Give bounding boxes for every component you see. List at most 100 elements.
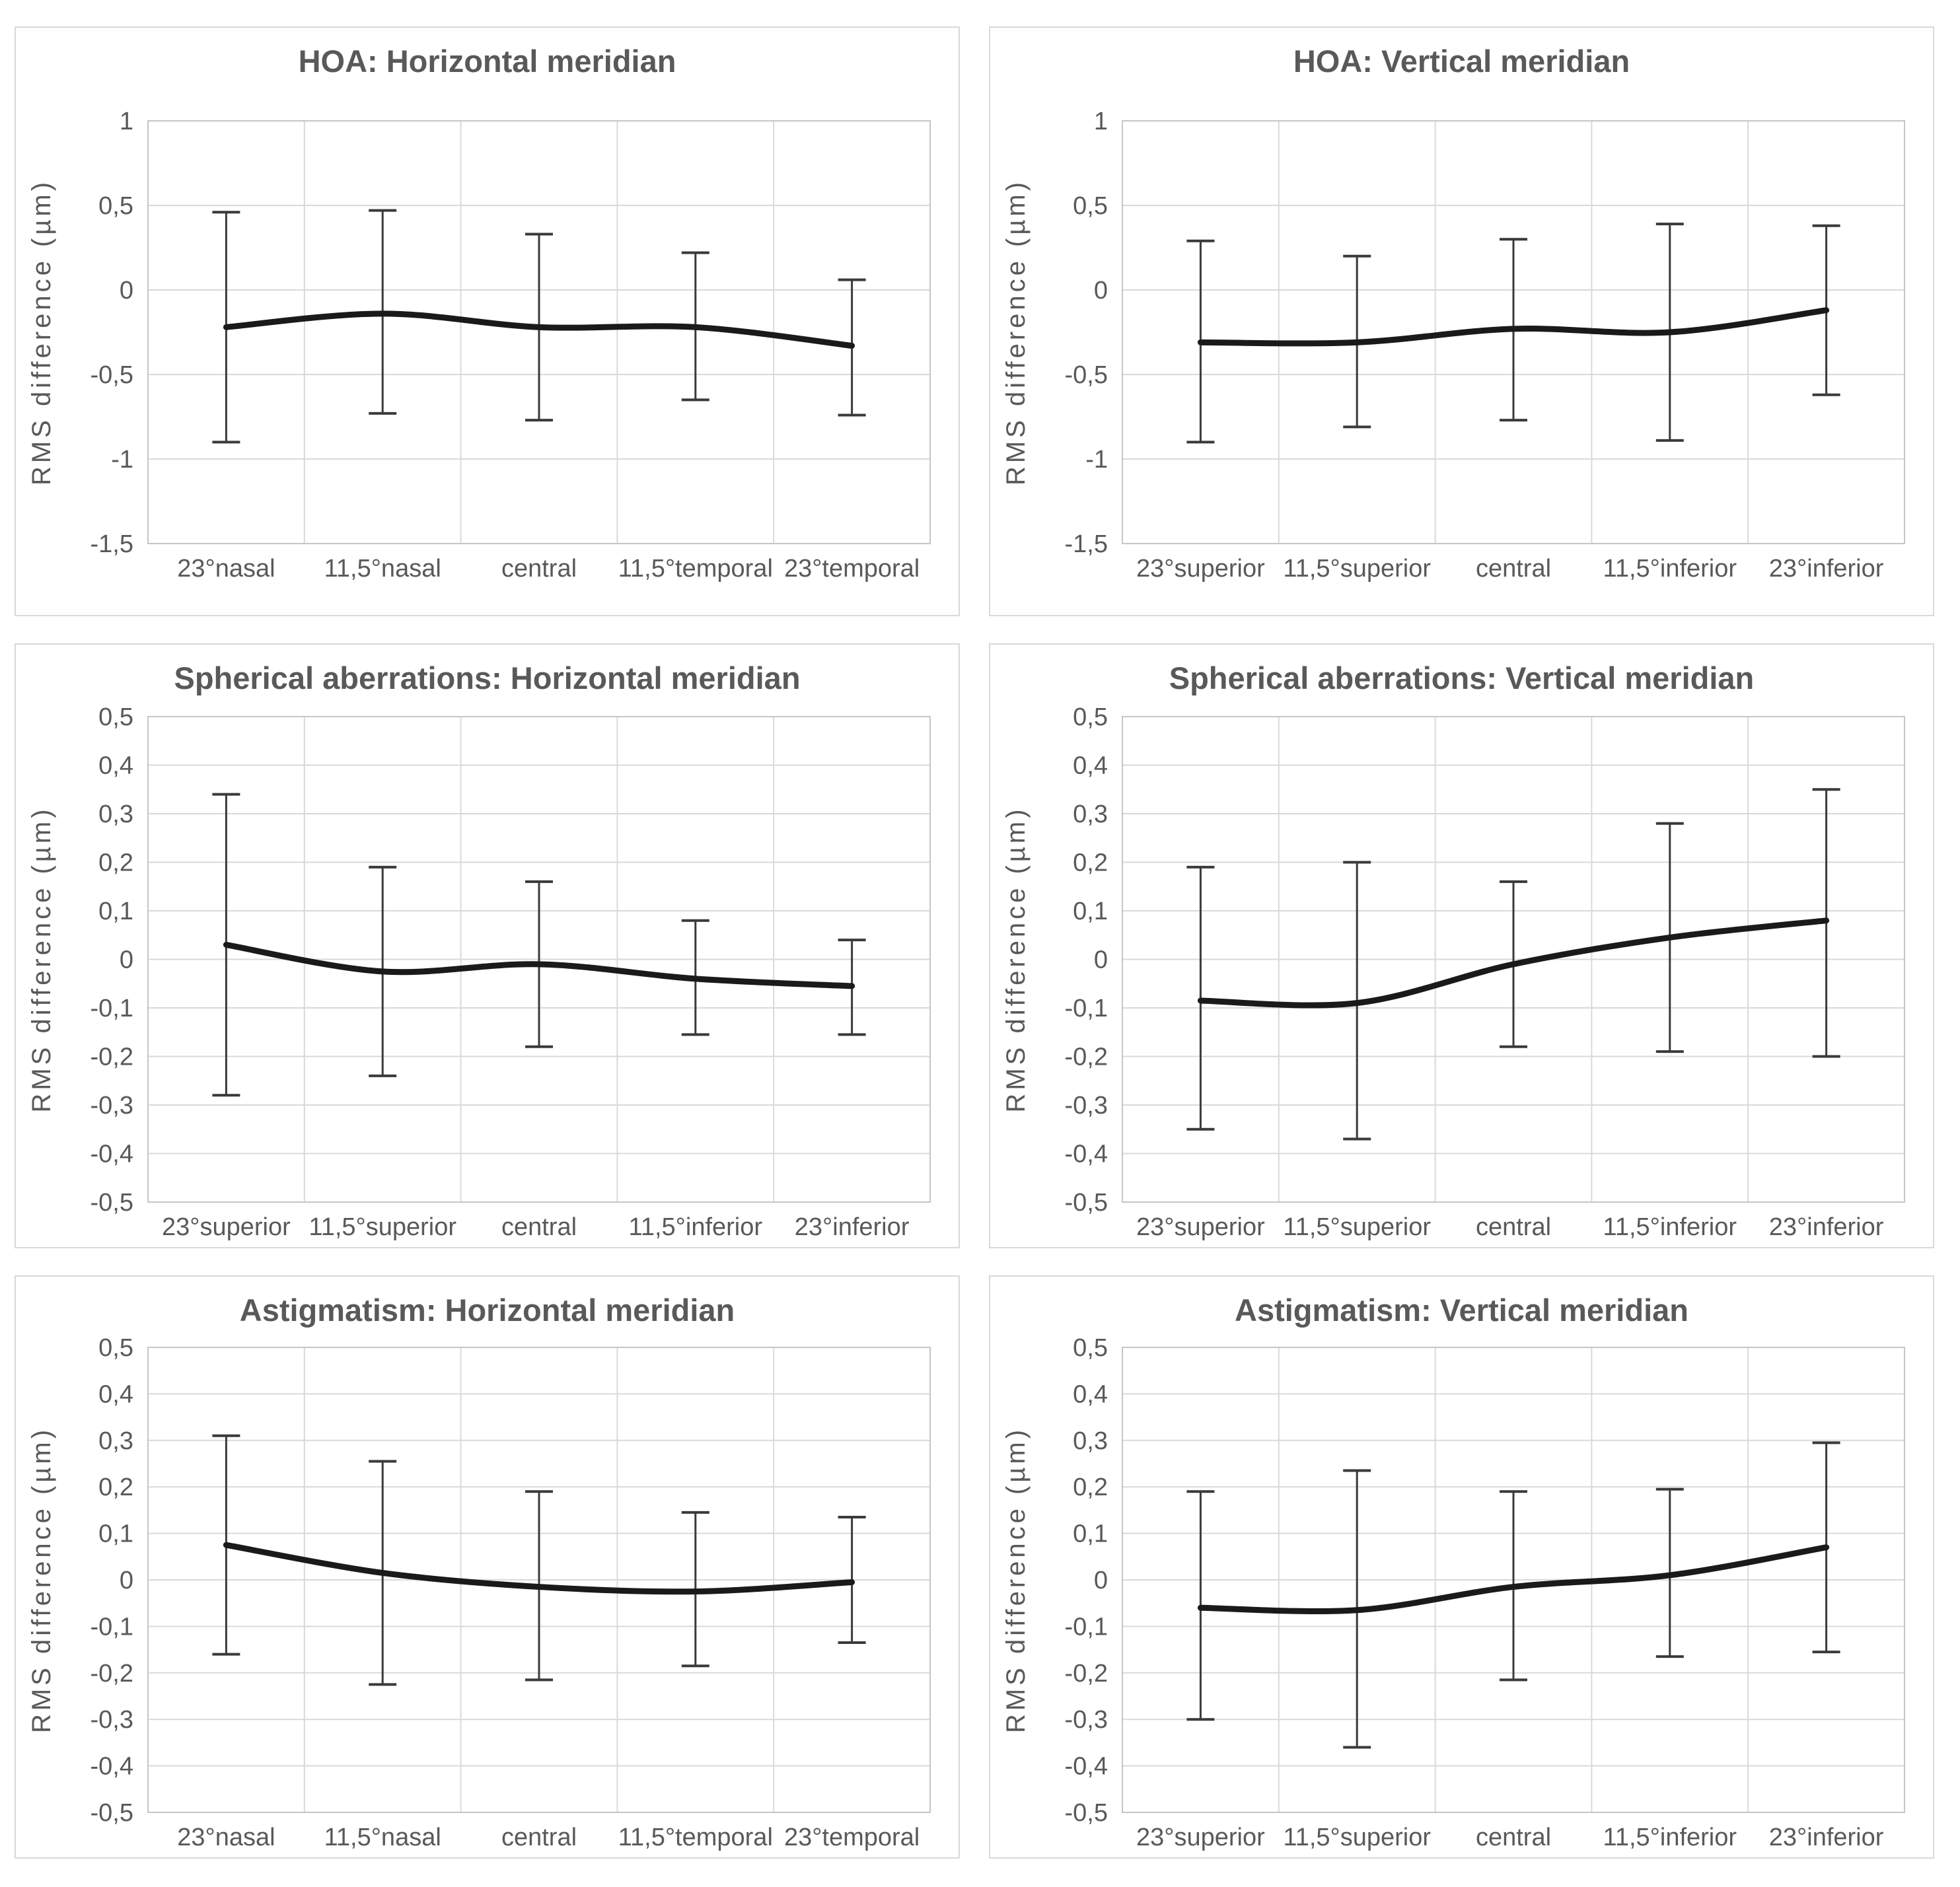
x-tick-label: 11,5°superior: [1283, 1824, 1431, 1851]
y-tick-label: -0,5: [1065, 1189, 1108, 1217]
x-tick-label: 11,5°temporal: [618, 555, 773, 583]
y-tick-label: 0,5: [98, 1334, 133, 1362]
x-tick-label: 23°inferior: [1769, 1213, 1884, 1241]
x-tick-label: 23°temporal: [784, 1824, 920, 1851]
y-tick-label: 0,4: [98, 752, 133, 780]
y-tick-label: 0: [120, 946, 133, 974]
y-tick-label: 0,1: [98, 898, 133, 925]
y-tick-label: -0,1: [1065, 995, 1108, 1022]
y-tick-label: -0,4: [1065, 1753, 1108, 1781]
plot-border: [1122, 120, 1905, 544]
y-tick-label: 0,5: [1073, 192, 1108, 220]
y-tick-label: -0,2: [1065, 1044, 1108, 1071]
chart-title: HOA: Vertical meridian: [1293, 44, 1630, 79]
y-axis-title: RMS difference (µm): [27, 806, 56, 1112]
y-tick-label: 0,2: [98, 849, 133, 877]
x-tick-label: 23°superior: [162, 1213, 291, 1241]
series-line-mean-rms-difference: [223, 941, 855, 989]
y-tick-label: 0,5: [98, 192, 133, 220]
series-line-mean-rms-difference: [1197, 307, 1830, 347]
y-tick-label: -0,3: [1065, 1706, 1108, 1734]
x-tick-label: 11,5°inferior: [629, 1213, 763, 1241]
y-tick-label: 0,3: [1073, 1427, 1108, 1455]
y-tick-label: 0,4: [1073, 752, 1108, 780]
x-tick-label: 23°inferior: [1769, 555, 1884, 583]
chart-panel-hoa-horizontal: HOA: Horizontal meridian 1 0,5 0 -0,5 -1 -1,5…: [15, 26, 960, 616]
y-tick-label: -0,5: [91, 1189, 133, 1217]
y-tick-label: -0,2: [91, 1044, 133, 1071]
y-tick-label: -0,5: [1065, 361, 1108, 389]
y-tick-label: -0,5: [91, 1799, 133, 1827]
chart-title: Astigmatism: Horizontal meridian: [239, 1293, 735, 1328]
plot-border: [147, 120, 931, 544]
y-axis-title: RMS difference (µm): [27, 179, 56, 485]
y-tick-label: 0: [120, 277, 133, 304]
x-tick-label: central: [1476, 555, 1551, 583]
y-tick-label: 0,5: [1073, 1334, 1108, 1362]
y-tick-label: -0,1: [91, 1613, 133, 1641]
x-tick-label: 23°inferior: [795, 1213, 910, 1241]
y-tick-label: -0,1: [1065, 1613, 1108, 1641]
plot-border: [1122, 716, 1905, 1203]
y-tick-label: 0,5: [1073, 703, 1108, 731]
chart-panel-hoa-vertical: HOA: Vertical meridian 1 0,5 0 -0,5 -1 -1,5 RM…: [989, 26, 1934, 616]
chart-canvas-spherical-horizontal: 0,5 0,4 0,3 0,2 0,1 0 -0,1 -0,2 -0,3 -0,4 -0,5 RMS …: [27, 703, 931, 1241]
y-tick-label: -0,4: [1065, 1141, 1108, 1168]
plot-border: [1122, 1347, 1905, 1813]
x-tick-label: 11,5°superior: [309, 1213, 456, 1241]
x-tick-label: central: [501, 1213, 577, 1241]
plot-border: [147, 716, 931, 1203]
chart-panel-spherical-horizontal: Spherical aberrations: Horizontal meridi…: [15, 643, 960, 1248]
chart-panel-astigmatism-vertical: Astigmatism: Vertical meridian 0,5 0,4 0,3…: [989, 1275, 1934, 1859]
y-tick-label: 0,2: [98, 1474, 133, 1501]
chart-title: HOA: Horizontal meridian: [298, 44, 676, 79]
x-tick-label: central: [501, 555, 577, 583]
y-tick-label: 0,1: [98, 1520, 133, 1548]
series-line-mean-rms-difference: [223, 310, 855, 349]
y-tick-label: -0,1: [91, 995, 133, 1022]
y-tick-label: -0,3: [91, 1092, 133, 1120]
x-tick-label: 11,5°inferior: [1603, 1824, 1737, 1851]
x-tick-label: 23°superior: [1136, 1824, 1265, 1851]
y-tick-label: -0,3: [91, 1706, 133, 1734]
chart-canvas-spherical-vertical: 0,5 0,4 0,3 0,2 0,1 0 -0,1 -0,2 -0,3 -0,4 -0,5 RMS …: [1001, 703, 1905, 1241]
y-tick-label: 0,1: [1073, 1520, 1108, 1548]
plot-border: [147, 1347, 931, 1813]
x-tick-label: 11,5°superior: [1283, 555, 1431, 583]
x-tick-label: 11,5°inferior: [1603, 1213, 1737, 1241]
x-tick-label: central: [501, 1824, 577, 1851]
x-tick-label: 23°inferior: [1769, 1824, 1884, 1851]
series-line-mean-rms-difference: [1197, 1544, 1830, 1615]
y-tick-label: -1,5: [1065, 530, 1108, 558]
x-tick-label: 23°superior: [1136, 1213, 1265, 1241]
y-tick-label: 0,3: [98, 801, 133, 828]
y-tick-label: 0,3: [98, 1427, 133, 1455]
y-tick-label: -0,3: [1065, 1092, 1108, 1120]
y-tick-label: 0,2: [1073, 849, 1108, 877]
y-tick-label: 1: [1094, 108, 1108, 135]
chart-canvas-hoa-vertical: 1 0,5 0 -0,5 -1 -1,5 RMS difference (µm) 23°sup…: [1001, 108, 1905, 583]
x-tick-label: 11,5°nasal: [324, 555, 441, 583]
y-tick-label: -1: [1085, 446, 1108, 474]
y-tick-label: -0,5: [91, 361, 133, 389]
x-tick-label: 23°superior: [1136, 555, 1265, 583]
y-tick-label: -1: [111, 446, 133, 474]
y-tick-label: 0: [1094, 277, 1108, 304]
x-tick-label: central: [1476, 1824, 1551, 1851]
x-tick-label: 23°nasal: [177, 555, 275, 583]
chart-title: Spherical aberrations: Vertical meridian: [1169, 660, 1755, 695]
y-tick-label: 1: [120, 108, 133, 135]
chart-panel-spherical-vertical: Spherical aberrations: Vertical meridian…: [989, 643, 1934, 1248]
y-tick-label: -1,5: [91, 530, 133, 558]
y-tick-label: 0,4: [98, 1380, 133, 1408]
chart-canvas-astigmatism-horizontal: 0,5 0,4 0,3 0,2 0,1 0 -0,1 -0,2 -0,3 -0,4 -0,5 RMS …: [27, 1334, 931, 1851]
x-tick-label: 23°temporal: [784, 555, 920, 583]
y-axis-title: RMS difference (µm): [27, 1427, 56, 1733]
y-tick-label: -0,5: [1065, 1799, 1108, 1827]
y-axis-title: RMS difference (µm): [1001, 1427, 1031, 1733]
x-tick-label: 11,5°nasal: [324, 1824, 441, 1851]
y-tick-label: -0,2: [91, 1660, 133, 1688]
x-tick-label: 11,5°inferior: [1603, 555, 1737, 583]
y-axis-title: RMS difference (µm): [1001, 806, 1031, 1112]
x-tick-label: central: [1476, 1213, 1551, 1241]
